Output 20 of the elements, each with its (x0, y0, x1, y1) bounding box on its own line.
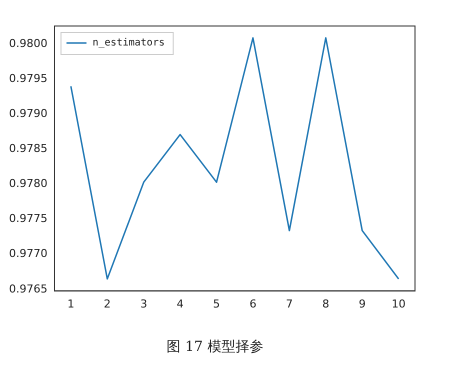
x-tick-label: 2 (104, 297, 111, 310)
y-tick-label: 0.9765 (8, 282, 48, 296)
x-tick-label: 3 (140, 297, 148, 310)
x-tick-label: 4 (176, 297, 184, 310)
x-tick-label: 8 (322, 297, 330, 310)
y-tick-label: 0.9780 (8, 177, 48, 190)
y-tick-label: 0.9770 (8, 247, 48, 260)
x-tick-label: 6 (249, 297, 256, 310)
x-tick-label: 7 (286, 297, 293, 310)
y-tick-label: 0.9785 (8, 142, 48, 156)
y-tick-label: 0.9775 (8, 212, 48, 226)
y-tick-label: 0.9795 (8, 72, 48, 86)
y-tick-label: 0.9800 (8, 37, 48, 50)
x-tick-label: 1 (67, 297, 74, 310)
y-tick-label: 0.9790 (8, 107, 48, 120)
x-tick-label: 5 (213, 297, 220, 310)
caption: 图 17 模型择参 (166, 338, 264, 356)
x-tick-label: 9 (358, 297, 366, 310)
legend-label: n_estimators (92, 38, 165, 49)
x-tick-label: 10 (392, 297, 406, 310)
